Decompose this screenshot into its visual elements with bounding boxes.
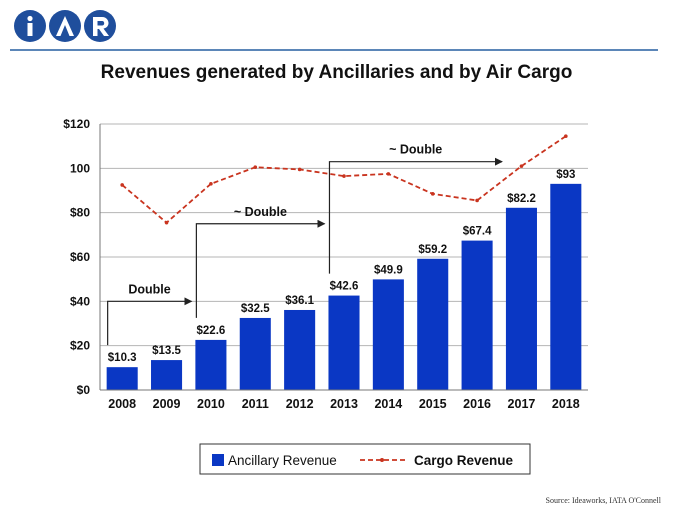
legend-swatch-ancillary bbox=[212, 454, 224, 466]
bar-data-label: $93 bbox=[556, 169, 575, 181]
x-tick-label: 2011 bbox=[242, 397, 269, 411]
ancillary-bar bbox=[505, 207, 537, 390]
x-tick-label: 2013 bbox=[330, 397, 358, 411]
cargo-point bbox=[253, 165, 258, 170]
cargo-point bbox=[386, 172, 391, 176]
cargo-point bbox=[475, 198, 479, 203]
cargo-point bbox=[164, 220, 169, 225]
iata-logo bbox=[14, 10, 116, 42]
legend-box bbox=[199, 443, 531, 475]
bar-data-label: $13.5 bbox=[152, 345, 181, 357]
bar-data-label: $59.2 bbox=[418, 244, 447, 256]
cargo-revenue-line bbox=[121, 135, 567, 224]
bar-data-label: $32.5 bbox=[241, 303, 270, 315]
y-tick-label: $80 bbox=[70, 206, 90, 220]
annotation-label: ~ Double bbox=[389, 143, 442, 157]
ancillary-bar bbox=[550, 183, 582, 390]
ancillary-bar bbox=[151, 360, 183, 390]
y-tick-label: 100 bbox=[70, 161, 90, 175]
ancillary-bar bbox=[239, 317, 271, 390]
cargo-point bbox=[297, 167, 302, 172]
annotation-layer: Double ~ Double ~ Double bbox=[107, 143, 503, 346]
bar-data-label: $36.1 bbox=[285, 295, 314, 307]
axis-layer: $0 $20 $40 $60 $80 100 $120 2008 2009 2010 2011 201… bbox=[63, 117, 588, 411]
x-tick-label: 2010 bbox=[197, 397, 225, 411]
double-arrow bbox=[195, 219, 326, 318]
legend-label-cargo: Cargo Revenue bbox=[414, 453, 514, 468]
x-tick-label: 2016 bbox=[463, 397, 491, 411]
bar-data-label: $67.4 bbox=[463, 226, 492, 238]
bar-layer: $10.3 $13.5 $22.6 $32.5 $36.1 $42.6 $49.9 $59.2… bbox=[106, 169, 582, 390]
ancillary-bar bbox=[461, 240, 493, 390]
logo-a-icon bbox=[49, 10, 81, 42]
ancillary-bar bbox=[328, 295, 360, 390]
y-tick-label: $120 bbox=[63, 117, 90, 131]
cargo-point bbox=[120, 183, 124, 187]
ancillary-bar bbox=[372, 279, 404, 390]
cargo-point bbox=[430, 192, 435, 196]
x-tick-label: 2012 bbox=[286, 397, 314, 411]
ancillary-bar bbox=[284, 309, 316, 390]
double-arrow bbox=[107, 297, 193, 346]
double-arrow bbox=[328, 157, 503, 274]
annotation-label: Double bbox=[128, 282, 170, 296]
header-divider bbox=[10, 49, 658, 51]
source-note: Source: Ideaworks, IATA O'Connell bbox=[545, 496, 661, 505]
x-tick-label: 2009 bbox=[153, 397, 181, 411]
chart-title: Revenues generated by Ancillaries and by… bbox=[100, 62, 573, 83]
bar-data-label: $82.2 bbox=[507, 193, 536, 205]
cargo-point bbox=[519, 164, 524, 168]
x-tick-label: 2017 bbox=[508, 397, 536, 411]
annotation-label: ~ Double bbox=[234, 205, 287, 219]
ancillary-bar bbox=[195, 339, 227, 390]
ancillary-bar bbox=[106, 367, 138, 390]
x-tick-label: 2018 bbox=[552, 397, 580, 411]
y-tick-label: $0 bbox=[77, 383, 91, 397]
y-tick-label: $20 bbox=[70, 339, 90, 353]
ancillary-bar bbox=[417, 258, 449, 390]
logo-r-icon bbox=[84, 10, 116, 42]
cargo-point bbox=[209, 182, 213, 186]
x-tick-label: 2014 bbox=[374, 397, 402, 411]
legend: Ancillary Revenue Cargo Revenue bbox=[199, 443, 531, 475]
legend-swatch-cargo-point bbox=[380, 458, 384, 462]
x-tick-label: 2015 bbox=[419, 397, 447, 411]
y-tick-label: $60 bbox=[70, 250, 90, 264]
bar-data-label: $10.3 bbox=[108, 352, 137, 364]
cargo-line-layer bbox=[120, 134, 568, 225]
cargo-point bbox=[342, 174, 346, 178]
bar-data-label: $22.6 bbox=[197, 325, 226, 337]
x-tick-label: 2008 bbox=[108, 397, 136, 411]
y-tick-label: $40 bbox=[70, 294, 90, 308]
bar-data-label: $42.6 bbox=[330, 281, 359, 293]
cargo-point bbox=[564, 134, 568, 138]
logo-i-icon bbox=[14, 10, 46, 42]
bar-data-label: $49.9 bbox=[374, 264, 403, 276]
legend-label-ancillary: Ancillary Revenue bbox=[228, 453, 337, 468]
